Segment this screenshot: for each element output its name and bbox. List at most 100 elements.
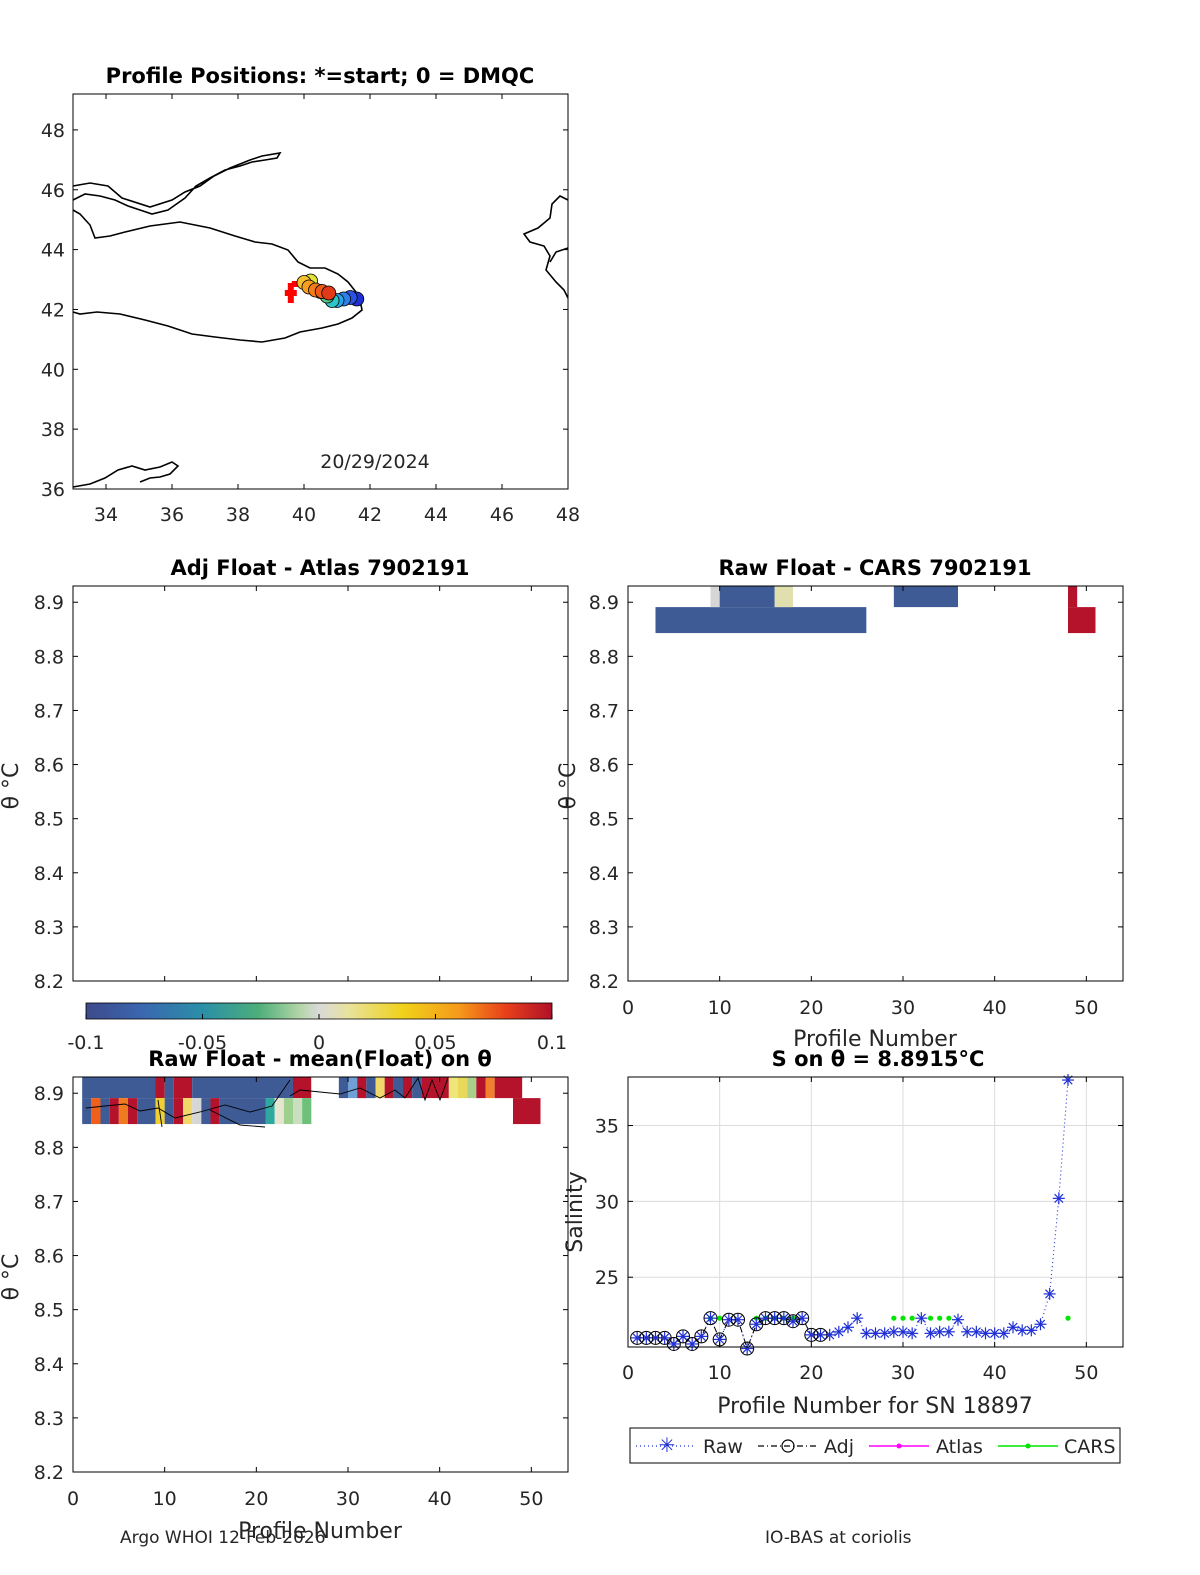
map-x-tick-label: 48 [556, 504, 580, 526]
raw-cars-y-tick-label: 8.3 [589, 917, 619, 939]
profile-positions [284, 273, 365, 308]
legend-adj-label: Adj [824, 1436, 854, 1458]
raw-mean-cell [448, 1077, 458, 1099]
raw-mean-cell [338, 1077, 348, 1099]
cars-point [937, 1315, 943, 1321]
cars-point [900, 1315, 906, 1321]
salinity-x-tick-label: 10 [708, 1362, 732, 1384]
raw-mean-cell [100, 1098, 110, 1125]
salinity-ticks: 0 10 20 30 40 50 25 30 35 [595, 1077, 1123, 1384]
adj-point [776, 1311, 791, 1326]
map-x-tick-label: 40 [292, 504, 316, 526]
raw-mean-cell [311, 1077, 339, 1099]
raw-mean-y-tick-label: 8.8 [34, 1137, 64, 1159]
raw-mean-y-tick-label: 8.7 [34, 1191, 64, 1213]
adj-atlas-y-tick-label: 8.2 [34, 971, 64, 993]
raw-mean-cell [513, 1098, 541, 1125]
raw-mean-y-tick-label: 8.9 [34, 1083, 64, 1105]
raw-point [942, 1325, 955, 1338]
raw-cars-cell [710, 586, 720, 608]
raw-mean-panel: 8.2 8.3 8.4 8.5 8.6 8.7 8.8 8.9 0 10 20 30 40 50 Raw … [0, 1047, 569, 1544]
raw-point [970, 1325, 983, 1338]
map-axes [72, 93, 569, 490]
raw-cars-x-tick-label: 0 [622, 997, 634, 1019]
start-marker [284, 280, 298, 303]
adj-atlas-title: Adj Float - Atlas 7902191 [170, 556, 469, 580]
legend-cars-marker [1025, 1443, 1031, 1449]
raw-cars-xlabel: Profile Number [793, 1027, 958, 1052]
adj-atlas-y-tick-label: 8.7 [34, 700, 64, 722]
raw-mean-cell [494, 1077, 523, 1099]
raw-point [787, 1315, 799, 1328]
adj-point [804, 1327, 819, 1342]
colorbar-tick-label: 0.1 [537, 1032, 567, 1054]
map-panel: 34 36 38 40 42 44 46 48 36 38 40 42 44 46 48 Profile P… [41, 64, 580, 526]
map-x-tick-label: 44 [424, 504, 448, 526]
raw-point [832, 1325, 845, 1338]
map-x-tick-label: 34 [94, 504, 118, 526]
raw-point [924, 1327, 937, 1340]
raw-mean-cell [128, 1098, 138, 1125]
raw-point [915, 1312, 928, 1325]
raw-mean-cell [403, 1077, 413, 1099]
adj-atlas-y-tick-label: 8.5 [34, 809, 64, 831]
raw-mean-cell [82, 1077, 156, 1099]
raw-mean-cell [274, 1098, 284, 1125]
raw-point [988, 1327, 1001, 1340]
raw-cars-x-tick-label: 30 [891, 997, 915, 1019]
raw-mean-cell [82, 1098, 92, 1125]
salinity-legend: ✳ Raw Adj Atlas CARS [629, 1427, 1121, 1464]
adj-point [639, 1330, 654, 1345]
map-y-tick-label: 44 [41, 240, 65, 262]
raw-cars-x-tick-label: 50 [1074, 997, 1098, 1019]
raw-cars-y-tick-label: 8.8 [589, 646, 619, 668]
legend-raw-label: Raw [703, 1436, 743, 1458]
raw-mean-xlabel: Profile Number [238, 1519, 403, 1544]
raw-series-line [637, 1079, 1069, 1351]
map-x-tick-label: 46 [490, 504, 514, 526]
raw-point [906, 1327, 919, 1340]
raw-point [851, 1312, 864, 1325]
raw-mean-cell [210, 1098, 220, 1125]
raw-point [979, 1327, 992, 1340]
raw-cars-x-tick-label: 10 [708, 997, 732, 1019]
raw-cars-y-tick-label: 8.5 [589, 809, 619, 831]
raw-mean-title: Raw Float - mean(Float) on θ [148, 1047, 492, 1071]
adj-point [767, 1311, 782, 1326]
salinity-x-tick-label: 40 [983, 1362, 1007, 1384]
raw-mean-cell [348, 1077, 358, 1099]
raw-cars-panel: 8.2 8.3 8.4 8.5 8.6 8.7 8.8 8.9 0 10 20 30 40 50 Raw … [556, 556, 1124, 1052]
map-y-tick-label: 46 [41, 180, 65, 202]
raw-point [997, 1327, 1010, 1340]
colorbar-tick-label: -0.05 [178, 1032, 227, 1054]
raw-mean-cell [192, 1077, 293, 1099]
coastline [72, 151, 569, 488]
map-y-tick-label: 36 [41, 479, 65, 501]
raw-mean-cell [283, 1098, 293, 1125]
raw-point [1007, 1321, 1019, 1334]
raw-point [842, 1321, 854, 1334]
adj-atlas-y-tick-label: 8.6 [34, 755, 64, 777]
map-y-tick-label: 40 [41, 359, 65, 381]
adj-point [685, 1336, 700, 1351]
adj-point [666, 1336, 681, 1351]
legend-cars-label: CARS [1064, 1436, 1116, 1458]
salinity-grid [628, 1077, 1123, 1347]
raw-mean-cell [109, 1098, 119, 1125]
colorbar-tick-label: 0 [313, 1032, 325, 1054]
raw-cars-y-tick-label: 8.7 [589, 700, 619, 722]
raw-mean-y-tick-label: 8.2 [34, 1462, 64, 1484]
raw-point [796, 1312, 809, 1325]
raw-mean-x-tick-label: 40 [428, 1488, 452, 1510]
adj-point [740, 1341, 755, 1356]
raw-mean-cell [375, 1077, 385, 1099]
raw-mean-contours [85, 1076, 449, 1128]
raw-cars-cell [719, 586, 775, 608]
map-x-tick-label: 42 [358, 504, 382, 526]
raw-mean-cell [137, 1098, 156, 1125]
raw-cars-ylabel: θ °C [556, 763, 581, 810]
raw-cars-y-tick-label: 8.4 [589, 863, 619, 885]
adj-atlas-y-tick-label: 8.9 [34, 592, 64, 614]
cars-point [927, 1315, 934, 1321]
raw-cars-cell [655, 607, 867, 634]
